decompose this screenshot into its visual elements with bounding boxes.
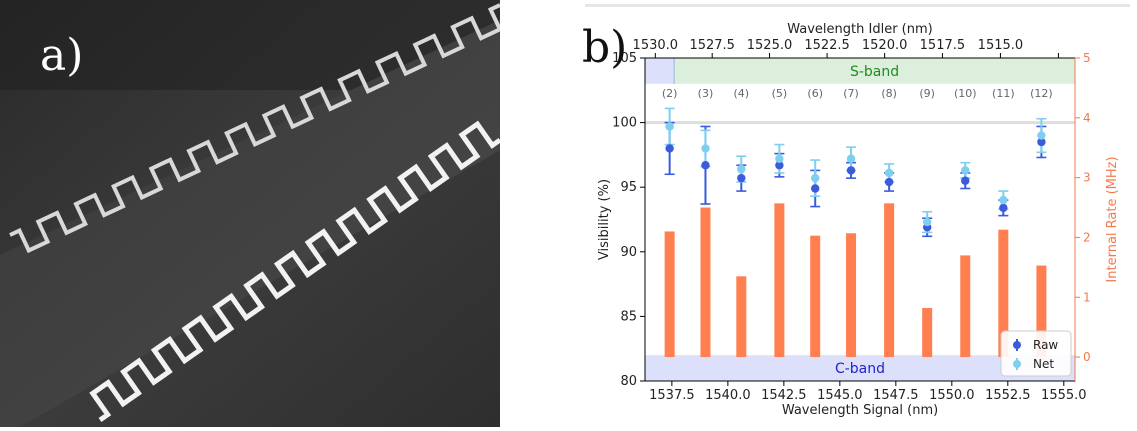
x-tick-label: 1540.0 bbox=[705, 388, 751, 403]
raw-point bbox=[665, 144, 674, 153]
visibility-chart: S-band C-band (2) (3) (4) (5) (6) (7) (8) (9) (10)… bbox=[582, 4, 1130, 418]
net-point bbox=[999, 195, 1008, 205]
channel-label: (11) bbox=[992, 87, 1015, 100]
raw-point bbox=[737, 173, 746, 183]
x2-tick-label: 1522.5 bbox=[804, 38, 850, 53]
y2-tick-label: 5 bbox=[1083, 51, 1091, 65]
channel-label: (2) bbox=[662, 87, 678, 100]
x-tick-label: 1552.5 bbox=[985, 388, 1031, 403]
x2-tick-label: 1520.0 bbox=[862, 38, 908, 53]
y2-tick-label: 0 bbox=[1083, 350, 1091, 364]
x2-tick-label: 1515.0 bbox=[978, 38, 1024, 53]
c-band-label: C-band bbox=[835, 361, 885, 377]
rate-bar bbox=[960, 255, 971, 358]
y2-tick-label: 3 bbox=[1083, 171, 1091, 185]
net-point bbox=[737, 164, 746, 174]
x2-axis-label: Wavelength Idler (nm) bbox=[787, 22, 932, 37]
s-band-lead-region bbox=[645, 58, 675, 84]
y-tick-label: 105 bbox=[612, 51, 637, 66]
raw-point bbox=[775, 161, 784, 170]
raw-point bbox=[701, 161, 710, 170]
x-tick-label: 1547.5 bbox=[873, 388, 919, 403]
y2-tick-label: 2 bbox=[1083, 230, 1091, 244]
x-axis-label: Wavelength Signal (nm) bbox=[782, 403, 938, 418]
panel-b-label: b) bbox=[582, 22, 627, 73]
net-point bbox=[846, 154, 856, 163]
y-tick-label: 95 bbox=[620, 180, 637, 195]
channel-label: (6) bbox=[807, 87, 823, 100]
channel-label: (5) bbox=[772, 87, 788, 100]
y-axis-label: Visibility (%) bbox=[597, 179, 612, 260]
legend-marker bbox=[1013, 360, 1021, 368]
raw-point bbox=[811, 184, 820, 193]
s-band-region bbox=[674, 58, 1075, 84]
rate-bar bbox=[998, 229, 1009, 358]
rate-bar bbox=[922, 308, 933, 358]
x-tick-label: 1537.5 bbox=[649, 388, 695, 403]
x2-tick-label: 1525.0 bbox=[747, 38, 793, 53]
net-point bbox=[701, 144, 710, 153]
channel-label: (12) bbox=[1030, 87, 1053, 100]
rate-bar bbox=[700, 207, 711, 358]
net-point bbox=[775, 154, 784, 163]
x-tick-label: 1545.0 bbox=[817, 388, 863, 403]
y2-tick-label: 4 bbox=[1083, 111, 1091, 125]
x2-tick-label: 1530.0 bbox=[633, 38, 679, 53]
y-tick-label: 85 bbox=[620, 309, 637, 324]
y-tick-label: 100 bbox=[612, 116, 637, 131]
rate-bar bbox=[1036, 265, 1047, 358]
raw-point bbox=[999, 203, 1008, 213]
y-tick-label: 90 bbox=[620, 245, 637, 260]
channel-label: (8) bbox=[881, 87, 897, 100]
rate-bar bbox=[774, 203, 785, 358]
channel-label: (9) bbox=[919, 87, 935, 100]
raw-point bbox=[884, 177, 894, 187]
channel-label: (3) bbox=[698, 87, 714, 100]
legend-marker bbox=[1013, 341, 1021, 349]
legend-label: Raw bbox=[1033, 338, 1058, 352]
raw-point bbox=[961, 176, 970, 185]
s-band-label: S-band bbox=[850, 64, 899, 80]
raw-point bbox=[846, 166, 856, 175]
channel-label: (4) bbox=[734, 87, 750, 100]
rate-bar bbox=[846, 233, 857, 358]
net-point bbox=[811, 173, 820, 183]
panel-a-label: a) bbox=[40, 30, 83, 81]
y2-tick-label: 1 bbox=[1083, 290, 1091, 304]
net-point bbox=[1037, 131, 1046, 140]
rate-bar bbox=[736, 276, 747, 358]
x2-tick-label: 1517.5 bbox=[920, 38, 966, 53]
x-tick-label: 1542.5 bbox=[761, 388, 807, 403]
net-point bbox=[884, 168, 894, 178]
channel-label: (10) bbox=[954, 87, 977, 100]
sem-image-panel: a) bbox=[0, 0, 503, 427]
x-tick-label: 1555.0 bbox=[1041, 388, 1087, 403]
y2-axis-label: Internal Rate (MHz) bbox=[1105, 156, 1120, 282]
channel-label: (7) bbox=[843, 87, 859, 100]
sem-micrograph: a) bbox=[0, 0, 503, 427]
net-point bbox=[665, 122, 674, 131]
y-tick-label: 80 bbox=[620, 374, 637, 389]
net-point bbox=[961, 166, 970, 175]
legend-label: Net bbox=[1033, 357, 1054, 371]
raw-point bbox=[1037, 137, 1046, 147]
rate-bar bbox=[884, 203, 895, 358]
rate-bar bbox=[664, 231, 675, 358]
x-tick-label: 1550.0 bbox=[929, 388, 975, 403]
net-point bbox=[922, 217, 932, 227]
x2-tick-label: 1527.5 bbox=[689, 38, 735, 53]
visibility-chart-panel: S-band C-band (2) (3) (4) (5) (6) (7) (8) (9) (10)… bbox=[580, 0, 1137, 427]
rate-bar bbox=[810, 235, 821, 358]
